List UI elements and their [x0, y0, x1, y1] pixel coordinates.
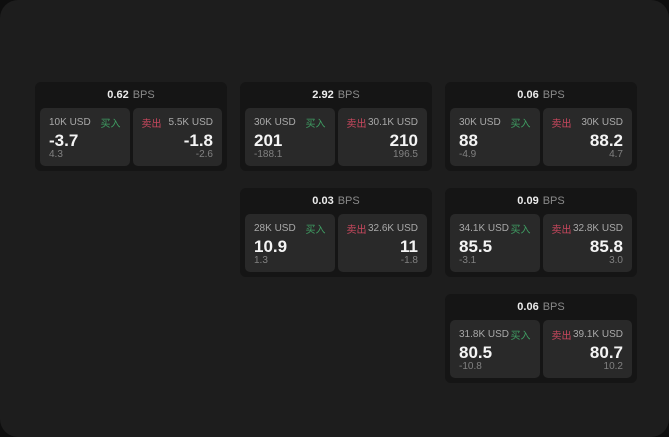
buy-side-label: 买入 — [510, 331, 531, 342]
buy-delta: 1.3 — [254, 255, 268, 266]
sell-side-label: 卖出 — [346, 225, 367, 236]
sell-tile[interactable]: 卖出 39.1K USD 80.7 10.2 — [542, 320, 632, 378]
bps-header: 0.03 BPS — [240, 188, 432, 214]
bps-unit-label: BPS — [337, 89, 360, 101]
buy-side-label: 买入 — [305, 225, 326, 236]
sell-amount: 5.5K USD — [168, 117, 213, 128]
sell-amount: 30.1K USD — [367, 117, 418, 128]
buy-amount: 10K USD — [49, 117, 91, 128]
buy-amount: 31.8K USD — [459, 329, 510, 340]
buy-amount: 30K USD — [254, 117, 296, 128]
buy-side-label: 买入 — [510, 119, 531, 130]
sell-price: 88.2 — [589, 131, 623, 150]
buy-delta: -10.8 — [459, 361, 482, 372]
buy-delta: -3.1 — [459, 255, 477, 266]
sell-side-label: 卖出 — [551, 331, 572, 342]
buy-side-label: 买入 — [510, 225, 531, 236]
sell-delta: -1.8 — [400, 255, 418, 266]
bps-header: 2.92 BPS — [240, 82, 432, 108]
buy-price: -3.7 — [49, 131, 79, 150]
bps-unit-label: BPS — [132, 89, 155, 101]
bps-value: 0.62 — [107, 89, 129, 101]
sell-tile[interactable]: 卖出 32.6K USD 11 -1.8 — [337, 214, 427, 272]
quote-card-3: 0.03 BPS 28K USD 买入 10.9 1.3 卖出 32.6K US… — [240, 188, 432, 277]
sell-side-label: 卖出 — [141, 119, 162, 130]
sell-tile[interactable]: 卖出 30K USD 88.2 4.7 — [542, 108, 632, 166]
buy-price: 10.9 — [254, 237, 288, 256]
sell-amount: 39.1K USD — [572, 329, 623, 340]
buy-tile[interactable]: 28K USD 买入 10.9 1.3 — [245, 214, 335, 272]
buy-side-label: 买入 — [305, 119, 326, 130]
quote-board: 0.62 BPS 10K USD 买入 -3.7 4.3 卖出 5.5K USD — [35, 82, 637, 383]
sell-amount: 30K USD — [581, 117, 623, 128]
buy-amount: 34.1K USD — [459, 223, 510, 234]
sell-price: 11 — [400, 237, 418, 256]
bps-unit-label: BPS — [542, 89, 565, 101]
bps-header: 0.09 BPS — [445, 188, 637, 214]
sell-amount: 32.6K USD — [367, 223, 418, 234]
bps-value: 0.03 — [312, 195, 334, 207]
sell-tile[interactable]: 卖出 5.5K USD -1.8 -2.6 — [132, 108, 222, 166]
buy-delta: -4.9 — [459, 149, 477, 160]
bps-header: 0.06 BPS — [445, 294, 637, 320]
bps-value: 0.09 — [517, 195, 539, 207]
buy-tile[interactable]: 30K USD 买入 201 -188.1 — [245, 108, 335, 166]
quote-card-1: 2.92 BPS 30K USD 买入 201 -188.1 卖出 30.1K … — [240, 82, 432, 171]
bps-unit-label: BPS — [542, 301, 565, 313]
sell-price: 85.8 — [589, 237, 623, 256]
sell-tile[interactable]: 卖出 32.8K USD 85.8 3.0 — [542, 214, 632, 272]
buy-amount: 28K USD — [254, 223, 296, 234]
sell-delta: 4.7 — [609, 149, 623, 160]
sell-price: 210 — [389, 131, 418, 150]
sell-side-label: 卖出 — [551, 119, 572, 130]
quote-card-2: 0.06 BPS 30K USD 买入 88 -4.9 卖出 30K USD — [445, 82, 637, 171]
sell-side-label: 卖出 — [551, 225, 572, 236]
buy-tile[interactable]: 34.1K USD 买入 85.5 -3.1 — [450, 214, 540, 272]
buy-amount: 30K USD — [459, 117, 501, 128]
bps-value: 2.92 — [312, 89, 334, 101]
sell-side-label: 卖出 — [346, 119, 367, 130]
sell-delta: 10.2 — [603, 361, 623, 372]
buy-tile[interactable]: 10K USD 买入 -3.7 4.3 — [40, 108, 130, 166]
buy-price: 80.5 — [459, 343, 493, 362]
quote-card-0: 0.62 BPS 10K USD 买入 -3.7 4.3 卖出 5.5K USD — [35, 82, 227, 171]
bps-value: 0.06 — [517, 89, 539, 101]
sell-price: -1.8 — [183, 131, 213, 150]
buy-side-label: 买入 — [100, 119, 121, 130]
sell-price: 80.7 — [589, 343, 623, 362]
bps-header: 0.06 BPS — [445, 82, 637, 108]
sell-amount: 32.8K USD — [572, 223, 623, 234]
sell-delta: 3.0 — [609, 255, 623, 266]
quote-card-4: 0.09 BPS 34.1K USD 买入 85.5 -3.1 卖出 32.8K… — [445, 188, 637, 277]
buy-price: 85.5 — [459, 237, 493, 256]
sell-tile[interactable]: 卖出 30.1K USD 210 196.5 — [337, 108, 427, 166]
sell-delta: 196.5 — [392, 149, 418, 160]
bps-value: 0.06 — [517, 301, 539, 313]
bps-unit-label: BPS — [542, 195, 565, 207]
bps-unit-label: BPS — [337, 195, 360, 207]
buy-delta: -188.1 — [254, 149, 283, 160]
buy-tile[interactable]: 31.8K USD 买入 80.5 -10.8 — [450, 320, 540, 378]
buy-tile[interactable]: 30K USD 买入 88 -4.9 — [450, 108, 540, 166]
buy-price: 88 — [459, 131, 478, 150]
sell-delta: -2.6 — [195, 149, 213, 160]
bps-header: 0.62 BPS — [35, 82, 227, 108]
quote-card-5: 0.06 BPS 31.8K USD 买入 80.5 -10.8 卖出 39.1… — [445, 294, 637, 383]
buy-delta: 4.3 — [49, 149, 63, 160]
buy-price: 201 — [254, 131, 283, 150]
